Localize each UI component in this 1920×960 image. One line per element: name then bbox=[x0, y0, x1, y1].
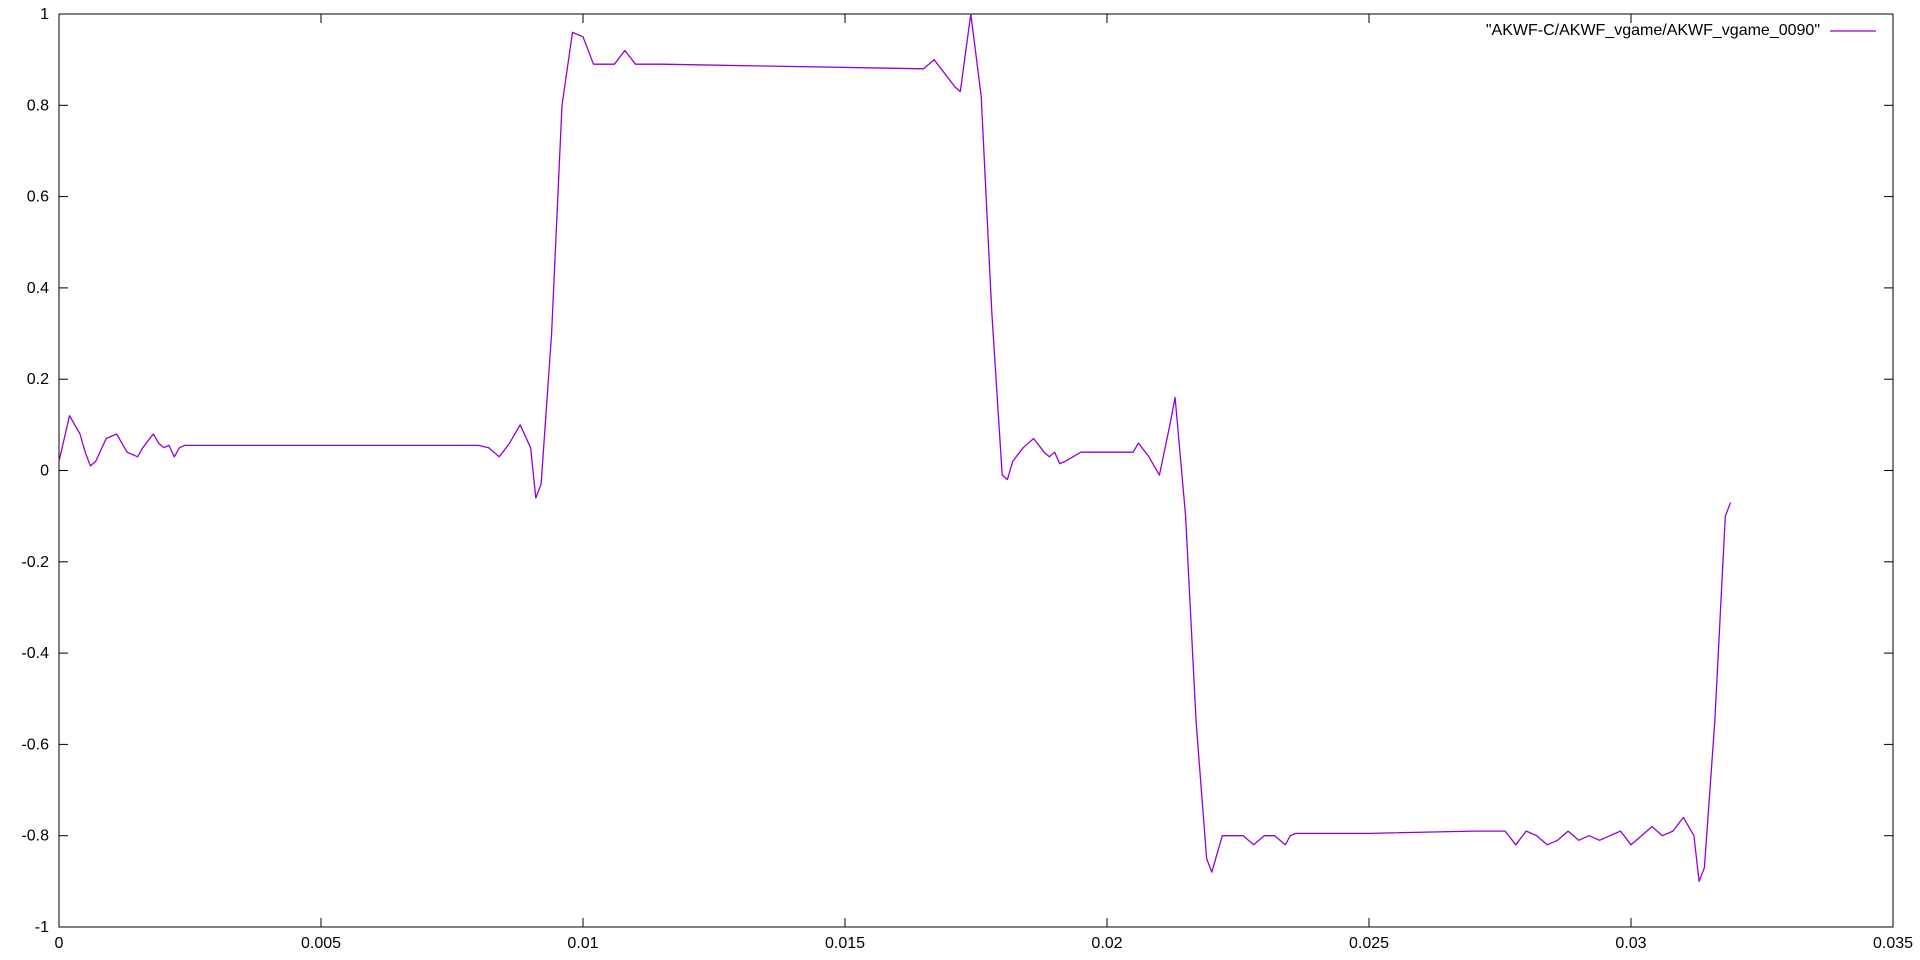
y-tick-label: -0.4 bbox=[21, 645, 49, 662]
series-line bbox=[58, 13, 1732, 883]
y-tick-label: -0.2 bbox=[21, 554, 49, 571]
y-axis: -1 -0.8 -0.6 -0.4 -0.2 0 0.2 0.4 0.6 0.8 1 bbox=[21, 6, 1893, 936]
x-axis: 0 0.005 0.01 0.015 0.02 0.025 0.03 0.035 bbox=[55, 14, 1913, 952]
legend-label: "AKWF-C/AKWF_vgame/AKWF_vgame_0090" bbox=[1486, 22, 1820, 39]
y-tick-label: -1 bbox=[35, 919, 49, 936]
x-tick-label: 0 bbox=[55, 935, 64, 952]
x-tick-label: 0.015 bbox=[825, 935, 865, 952]
y-tick-label: 1 bbox=[40, 6, 49, 23]
y-tick-label: 0.6 bbox=[27, 189, 49, 206]
legend: "AKWF-C/AKWF_vgame/AKWF_vgame_0090" bbox=[1486, 22, 1876, 39]
x-tick-label: 0.005 bbox=[301, 935, 341, 952]
x-tick-label: 0.01 bbox=[567, 935, 598, 952]
y-tick-label: -0.8 bbox=[21, 828, 49, 845]
y-tick-label: 0.8 bbox=[27, 97, 49, 114]
x-tick-label: 0.035 bbox=[1873, 935, 1913, 952]
y-tick-label: -0.6 bbox=[21, 736, 49, 753]
y-tick-label: 0.4 bbox=[27, 280, 49, 297]
x-tick-label: 0.025 bbox=[1349, 935, 1389, 952]
x-tick-label: 0.02 bbox=[1091, 935, 1122, 952]
x-tick-label: 0.03 bbox=[1615, 935, 1646, 952]
plot-frame bbox=[58, 13, 1894, 928]
y-tick-label: 0 bbox=[40, 463, 49, 480]
y-tick-label: 0.2 bbox=[27, 371, 49, 388]
